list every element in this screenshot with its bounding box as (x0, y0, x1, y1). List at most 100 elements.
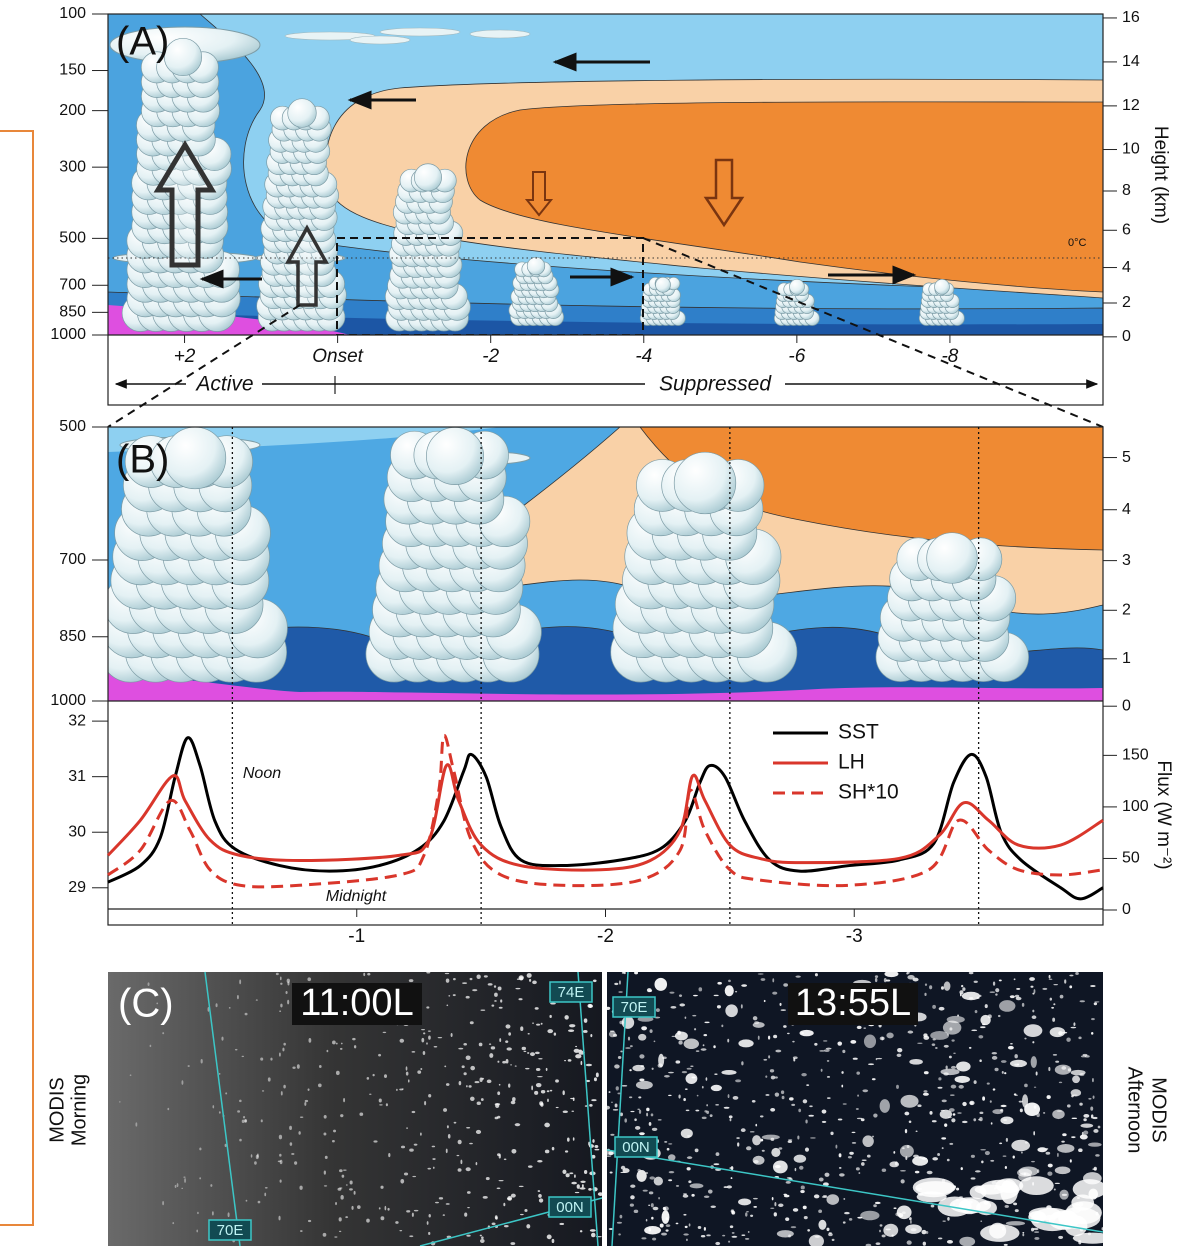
cloud-speck (530, 1052, 535, 1056)
y2-tick-label: 2 (1122, 294, 1131, 311)
cloud-speck (961, 985, 963, 987)
cloud-speck (685, 1226, 688, 1228)
cloud-speck (456, 1155, 459, 1156)
cloud-speck (730, 1225, 733, 1228)
cloud-speck (428, 1035, 431, 1039)
cloud-speck (654, 978, 667, 991)
cloud-speck (466, 1235, 470, 1237)
cloud-speck (956, 1188, 959, 1191)
cloud-speck (683, 1194, 689, 1197)
cloud-speck (644, 1226, 661, 1234)
cloud-speck (438, 1037, 443, 1038)
cloud-speck (830, 1132, 833, 1135)
cloud-speck (957, 1112, 961, 1114)
cloud-speck (420, 1132, 422, 1135)
cloud-speck (470, 978, 473, 980)
cloud-speck (889, 1161, 899, 1167)
cloud-speck (559, 1223, 564, 1225)
cloud-speck (219, 1073, 221, 1075)
cloud-speck (1006, 1138, 1008, 1142)
cloud-speck (609, 1031, 616, 1037)
cloud-speck (256, 999, 258, 1000)
cloud-speck (798, 1109, 801, 1113)
cloud-speck (666, 1229, 669, 1231)
cloud-speck (998, 1015, 1001, 1017)
cloud-speck (290, 1142, 293, 1146)
cloud-speck (401, 1146, 405, 1149)
cloud-speck (979, 1059, 981, 1062)
cloud-speck (1031, 1161, 1035, 1162)
cloud-speck (882, 1169, 887, 1172)
cloud-speck (1005, 1166, 1007, 1169)
cloud-speck (686, 1073, 698, 1084)
cloud-speck (710, 1114, 713, 1117)
overlay-panel (0, 130, 34, 1226)
cloud-speck (639, 1132, 645, 1135)
cloud-speck (346, 1184, 348, 1185)
cloud-speck (681, 1129, 693, 1139)
cloud-speck (243, 1116, 245, 1118)
cloud-speck (1015, 1209, 1019, 1212)
cloud-speck (941, 1069, 960, 1076)
cloud-speck (258, 1201, 261, 1204)
cloud-speck (426, 1042, 428, 1044)
cloud-speck (446, 978, 450, 982)
cloud-speck (446, 1083, 450, 1086)
cloud-speck (925, 983, 927, 986)
cloud-speck (458, 1140, 462, 1145)
cloud-speck (467, 1191, 471, 1194)
cloud-speck (777, 1230, 794, 1237)
cloud-speck (412, 1111, 416, 1113)
cloud-speck (753, 1198, 758, 1199)
cloud-speck (564, 1015, 568, 1020)
cloud-speck (426, 971, 430, 973)
cloud-speck (717, 982, 722, 985)
cloud-speck (879, 1230, 881, 1233)
cloud-speck (794, 1155, 806, 1163)
cloud-speck (1006, 1221, 1025, 1225)
cloud-speck (815, 973, 818, 976)
cloud-speck (387, 1208, 389, 1211)
cloud-speck (809, 1105, 813, 1107)
cloud-speck (969, 972, 974, 974)
cloud-speck (587, 1004, 592, 1008)
cloud-speck (1046, 1152, 1051, 1155)
cloud-speck (815, 1236, 820, 1238)
cloud-speck (480, 1239, 485, 1243)
cloud-speck (577, 1184, 580, 1189)
cloud-speck (495, 1216, 498, 1219)
cloud-speck (741, 984, 747, 987)
cloud-speck (947, 1217, 950, 1221)
cloud-speck (225, 1092, 227, 1094)
cloud-speck (636, 1170, 646, 1182)
cloud-speck (951, 1118, 955, 1122)
cloud-speck (905, 1129, 907, 1133)
cloud-speck (251, 1154, 253, 1157)
cloud-speck (606, 1155, 611, 1156)
cloud-speck (910, 1220, 912, 1224)
cloud-speck (639, 1110, 641, 1114)
cloud-speck (947, 1240, 953, 1244)
cloud-speck (525, 1068, 529, 1069)
legend-label: SST (838, 721, 879, 744)
cloud-speck (921, 1230, 926, 1234)
cloud-speck (676, 1060, 681, 1063)
cloud-speck (788, 1140, 792, 1142)
cloud-speck (300, 1230, 303, 1232)
cloud-speck (805, 1147, 809, 1151)
cloud-speck (541, 1023, 543, 1025)
cloud-speck (839, 1167, 842, 1169)
cloud-puff (164, 38, 201, 75)
cloud-speck (395, 1221, 398, 1224)
cloud-speck (257, 1153, 259, 1157)
cloud-speck (1022, 1003, 1025, 1007)
grid-label: 70E (217, 1222, 244, 1239)
cloud-speck (520, 1026, 523, 1031)
cloud-speck (696, 1050, 700, 1051)
cloud-speck (783, 1025, 787, 1028)
cloud-speck (1080, 1123, 1093, 1127)
cloud-speck (852, 1132, 856, 1133)
cloud-speck (459, 1081, 462, 1085)
cloud-speck (924, 993, 926, 996)
cloud-speck (844, 1212, 850, 1214)
